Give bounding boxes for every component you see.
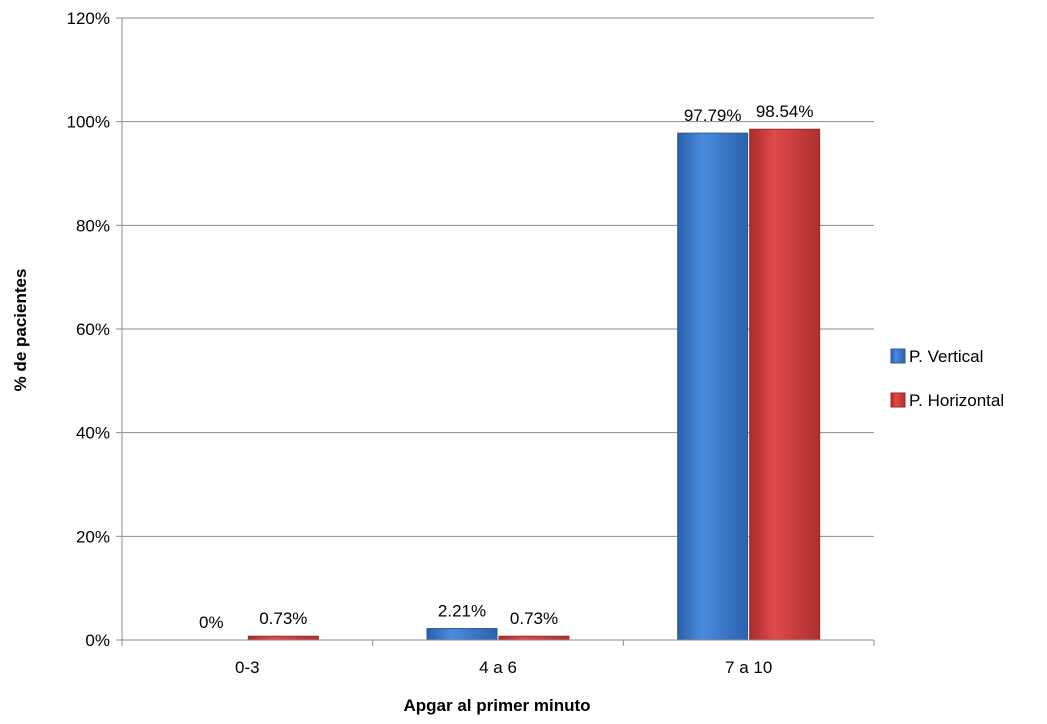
legend-swatch bbox=[890, 392, 906, 408]
gridlines bbox=[122, 17, 874, 537]
y-tick-label: 40% bbox=[76, 424, 110, 443]
y-axis-title: % de pacientes bbox=[11, 269, 30, 392]
bar-horizontal bbox=[749, 128, 821, 641]
legend-swatch bbox=[890, 348, 906, 364]
axes bbox=[116, 17, 875, 646]
bar-horizontal bbox=[498, 635, 570, 641]
data-label: 0% bbox=[199, 613, 224, 632]
y-tick-label: 100% bbox=[67, 113, 110, 132]
bar-vertical bbox=[426, 628, 498, 641]
y-tick-label: 60% bbox=[76, 320, 110, 339]
legend-label: P. Vertical bbox=[909, 347, 983, 366]
data-label: 98.54% bbox=[756, 102, 814, 121]
labels: 0% 20% 40% 60% 80% 100% 120% 0-3 0% 0.73% 4 a 6 2.2… bbox=[67, 9, 814, 677]
legend: P. Vertical P. Horizontal bbox=[890, 347, 1004, 410]
bar-horizontal bbox=[247, 635, 319, 641]
bars bbox=[247, 128, 821, 641]
x-tick-label: 0-3 bbox=[235, 658, 260, 677]
y-tick-label: 20% bbox=[76, 527, 110, 546]
legend-label: P. Horizontal bbox=[909, 391, 1004, 410]
data-label: 97.79% bbox=[684, 106, 742, 125]
x-axis-title: Apgar al primer minuto bbox=[403, 696, 590, 715]
y-tick-label: 0% bbox=[85, 631, 110, 650]
data-label: 2.21% bbox=[438, 602, 486, 621]
bar-vertical bbox=[677, 132, 749, 641]
data-label: 0.73% bbox=[510, 609, 558, 628]
data-label: 0.73% bbox=[259, 609, 307, 628]
x-tick-label: 4 a 6 bbox=[479, 658, 517, 677]
x-tick-label: 7 a 10 bbox=[725, 658, 772, 677]
y-tick-label: 80% bbox=[76, 216, 110, 235]
y-tick-label: 120% bbox=[67, 9, 110, 28]
